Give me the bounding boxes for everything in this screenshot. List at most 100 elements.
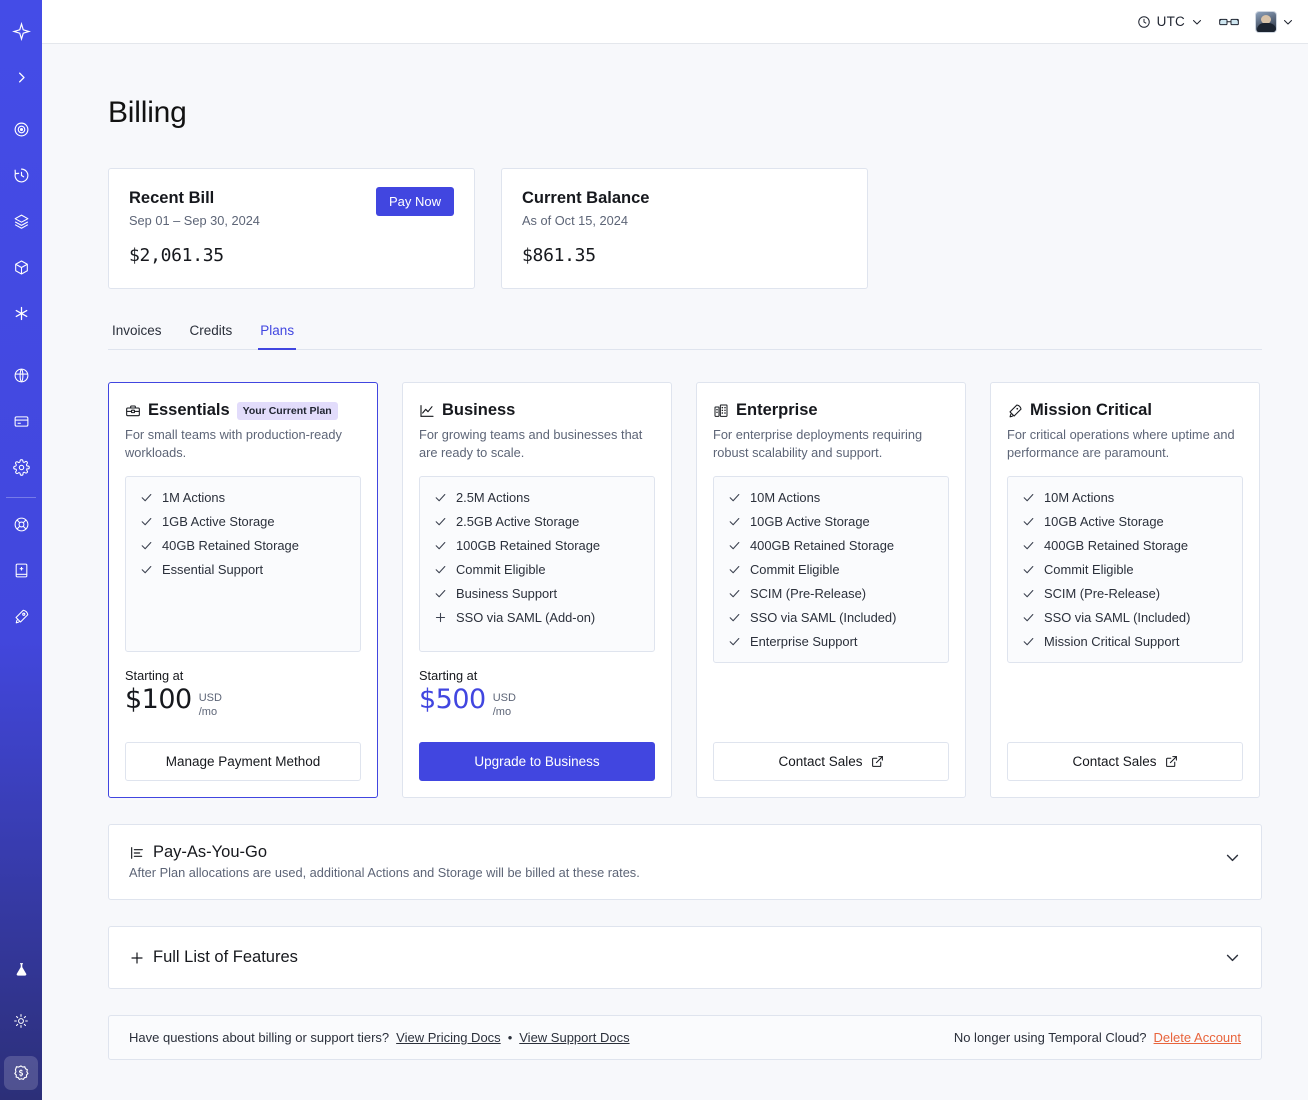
section-subtitle: After Plan allocations are used, additio… [129, 865, 640, 881]
upgrade-to-business-button[interactable]: Upgrade to Business [419, 742, 655, 782]
flask-icon[interactable] [4, 952, 38, 986]
timezone-selector[interactable]: UTC [1137, 14, 1203, 29]
price-block: Starting at $500 USD /mo [419, 668, 655, 726]
feature-item: Enterprise Support [728, 634, 934, 649]
pay-as-you-go-section[interactable]: Pay-As-You-Go After Plan allocations are… [108, 824, 1262, 901]
current-balance-title: Current Balance [522, 189, 650, 207]
feature-text: Enterprise Support [750, 634, 858, 650]
feature-text: SSO via SAML (Included) [1044, 610, 1191, 626]
feature-item: SCIM (Pre-Release) [728, 586, 934, 601]
price-period: /mo [492, 705, 512, 718]
account-menu[interactable] [1255, 10, 1294, 33]
avatar [1255, 10, 1277, 33]
left-sidebar [0, 0, 42, 1100]
button-label: Upgrade to Business [474, 754, 600, 770]
feature-item: Commit Eligible [1022, 562, 1228, 577]
asterisk-icon[interactable] [4, 296, 38, 330]
check-icon [728, 611, 741, 624]
pay-now-button[interactable]: Pay Now [375, 187, 454, 216]
full-list-of-features-section[interactable]: Full List of Features [108, 926, 1262, 990]
plan-header: Enterprise [713, 401, 949, 420]
line-chart-icon [419, 403, 435, 419]
sun-icon[interactable] [4, 1004, 38, 1038]
page-content: Billing Recent Bill Sep 01 – Sep 30, 202… [42, 44, 1308, 1100]
feature-item: 1GB Active Storage [140, 514, 346, 529]
history-icon[interactable] [4, 158, 38, 192]
lifebuoy-icon[interactable] [4, 507, 38, 541]
current-plan-badge: Your Current Plan [236, 401, 338, 420]
feature-list: 10M Actions 10GB Active Storage 400GB Re… [713, 476, 949, 664]
check-icon [434, 515, 447, 528]
namespaces-icon[interactable] [4, 112, 38, 146]
feature-item: 2.5M Actions [434, 490, 640, 505]
cube-icon[interactable] [4, 250, 38, 284]
chevron-down-icon[interactable] [1224, 949, 1241, 966]
check-icon [1022, 515, 1035, 528]
globe-icon[interactable] [4, 358, 38, 392]
button-label: Contact Sales [1072, 754, 1157, 770]
price-amount: $100 [125, 684, 192, 716]
check-icon [1022, 587, 1035, 600]
view-support-docs-link[interactable]: View Support Docs [519, 1030, 630, 1046]
tab-plans[interactable]: Plans [258, 317, 297, 350]
feature-text: 100GB Retained Storage [456, 538, 601, 554]
plan-card-enterprise: Enterprise For enterprise deployments re… [696, 382, 966, 799]
expand-chevron-icon[interactable] [4, 60, 38, 94]
delete-account-link[interactable]: Delete Account [1153, 1030, 1241, 1046]
check-icon [1022, 539, 1035, 552]
feature-list: 2.5M Actions 2.5GB Active Storage 100GB … [419, 476, 655, 653]
plan-card-business: Business For growing teams and businesse… [402, 382, 672, 799]
chevron-down-icon[interactable] [1224, 843, 1241, 866]
gear-icon[interactable] [4, 450, 38, 484]
price-label: Starting at [125, 668, 184, 684]
check-icon [728, 563, 741, 576]
feature-text: Business Support [456, 586, 558, 602]
price-label: Starting at [419, 668, 478, 684]
contact-sales-button[interactable]: Contact Sales [713, 742, 949, 782]
feature-text: Mission Critical Support [1044, 634, 1180, 650]
feature-item: 1M Actions [140, 490, 346, 505]
credit-card-icon[interactable] [4, 404, 38, 438]
tab-credits[interactable]: Credits [189, 323, 233, 338]
plan-card-mission-critical: Mission Critical For critical operations… [990, 382, 1260, 799]
view-pricing-docs-link[interactable]: View Pricing Docs [396, 1030, 501, 1046]
check-icon [434, 539, 447, 552]
plan-cards: Essentials Your Current Plan For small t… [108, 382, 1262, 799]
contact-sales-button[interactable]: Contact Sales [1007, 742, 1243, 782]
feature-item: 10M Actions [1022, 490, 1228, 505]
manage-payment-method-button[interactable]: Manage Payment Method [125, 742, 361, 782]
plan-description: For growing teams and businesses that ar… [419, 427, 643, 461]
chevron-down-icon [1282, 16, 1294, 28]
chevron-down-icon [1191, 16, 1203, 28]
check-icon [728, 635, 741, 648]
price-period: /mo [198, 705, 218, 718]
feature-item: 400GB Retained Storage [1022, 538, 1228, 553]
check-icon [140, 539, 153, 552]
feature-item: 10GB Active Storage [1022, 514, 1228, 529]
external-link-icon [1165, 755, 1178, 768]
plan-card-essentials: Essentials Your Current Plan For small t… [108, 382, 378, 799]
feature-text: 400GB Retained Storage [750, 538, 895, 554]
temporal-logo-icon[interactable] [4, 14, 38, 48]
feature-text: Commit Eligible [456, 562, 546, 578]
feature-item: Business Support [434, 586, 640, 601]
feature-item: SSO via SAML (Included) [728, 610, 934, 625]
current-balance-amount: $861.35 [522, 245, 596, 266]
feature-text: SSO via SAML (Included) [750, 610, 897, 626]
external-link-icon [871, 755, 884, 768]
plan-description: For critical operations where uptime and… [1007, 427, 1235, 461]
tab-invoices[interactable]: Invoices [112, 323, 162, 338]
sidebar-item-billing[interactable] [4, 1056, 38, 1090]
clock-icon [1137, 15, 1151, 29]
glasses-icon[interactable] [1219, 14, 1239, 30]
book-icon[interactable] [4, 553, 38, 587]
delete-account-question: No longer using Temporal Cloud? [953, 1030, 1147, 1046]
feature-item: SSO via SAML (Add-on) [434, 610, 640, 625]
plus-icon [129, 950, 145, 966]
layers-icon[interactable] [4, 204, 38, 238]
feature-item: 10GB Active Storage [728, 514, 934, 529]
feature-list: 10M Actions 10GB Active Storage 400GB Re… [1007, 476, 1243, 664]
plan-name: Essentials [148, 401, 230, 419]
rocket-icon[interactable] [4, 599, 38, 633]
feature-text: 40GB Retained Storage [162, 538, 299, 554]
